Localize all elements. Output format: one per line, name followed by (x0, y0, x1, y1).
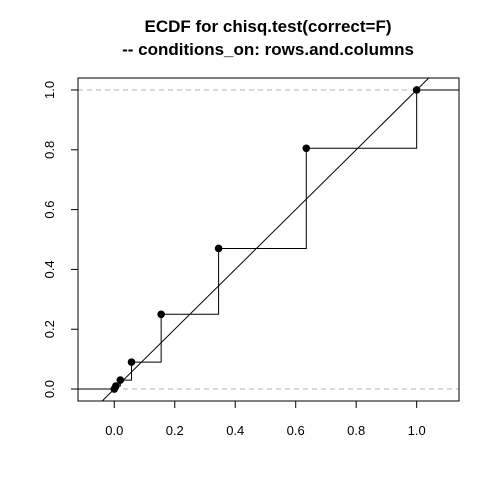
x-tick-label-1: 0.2 (166, 423, 184, 438)
y-tick-label-1: 0.2 (42, 320, 57, 338)
y-tick-label-2: 0.4 (42, 260, 57, 278)
y-tick-label-5: 1.0 (42, 81, 57, 99)
ecdf-point-5 (214, 244, 223, 253)
x-tick-label-0: 0.0 (105, 423, 123, 438)
ecdf-point-4 (157, 310, 165, 319)
ecdf-point-2 (116, 376, 125, 384)
ecdf-point-3 (127, 358, 136, 366)
x-tick-label-3: 0.6 (287, 423, 305, 438)
ecdf-step-line (78, 89, 459, 390)
ecdf-point-7 (412, 86, 421, 94)
x-tick-label-2: 0.4 (226, 423, 244, 438)
plot-frame (77, 77, 460, 402)
y-tick-label-0: 0.0 (42, 380, 57, 398)
ecdf-point-1 (111, 382, 120, 390)
chart-title-line-2: -- conditions_on: rows.and.columns (122, 40, 414, 59)
y-tick-label-4: 0.8 (42, 141, 57, 159)
x-tick-label-5: 1.0 (408, 423, 426, 438)
ecdf-point-6 (302, 144, 311, 153)
chart-title-line-1: ECDF for chisq.test(correct=F) (144, 17, 391, 36)
x-tick-label-4: 0.8 (347, 423, 365, 438)
y-tick-label-3: 0.6 (42, 201, 57, 219)
reference-diagonal-line (101, 78, 430, 401)
